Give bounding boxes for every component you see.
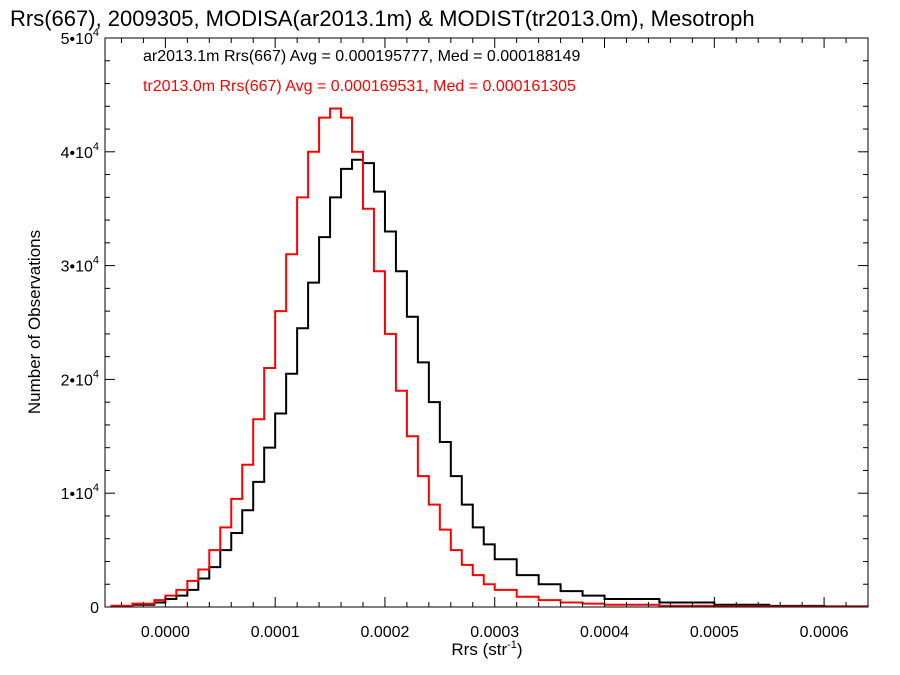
x-tick-label: 0.0001 (251, 624, 300, 641)
y-tick-label: 4•104 (61, 141, 99, 162)
y-tick-label: 2•104 (61, 368, 99, 389)
plot-area (104, 37, 869, 608)
y-tick-label: 1•104 (61, 482, 99, 503)
x-tick-label: 0.0000 (141, 624, 190, 641)
x-tick-label: 0.0005 (690, 624, 739, 641)
x-axis: 0.0000 0.0001 0.0002 0.0003 0.0004 0.0005 0.00… (120, 38, 849, 641)
x-tick-label: 0.0003 (470, 624, 519, 641)
y-tick-label: 3•104 (61, 255, 99, 276)
series-layer (110, 107, 868, 607)
chart-title: Rrs(667), 2009305, MODISA(ar2013.1m) & M… (10, 6, 755, 31)
x-axis-label: Rrs (str-1) (451, 639, 522, 659)
x-tick-label: 0.0004 (580, 624, 629, 641)
legend-entry-ar2013: ar2013.1m Rrs(667) Avg = 0.000195777, Me… (143, 48, 580, 65)
series-line-ar2013 (110, 158, 868, 607)
plot-frame (104, 37, 869, 608)
x-tick-label: 0.0006 (800, 624, 849, 641)
legend: ar2013.1m Rrs(667) Avg = 0.000195777, Me… (143, 48, 580, 95)
series-line-tr2013 (110, 107, 868, 607)
legend-entry-tr2013: tr2013.0m Rrs(667) Avg = 0.000169531, Me… (143, 78, 576, 95)
x-tick-label: 0.0002 (360, 624, 409, 641)
y-tick-label: 5•104 (61, 27, 99, 48)
y-axis: 0 1•104 2•104 3•104 4•104 5•104 (61, 27, 868, 617)
y-axis-label: Number of Observations (25, 230, 44, 414)
y-tick-label: 0 (90, 600, 99, 617)
